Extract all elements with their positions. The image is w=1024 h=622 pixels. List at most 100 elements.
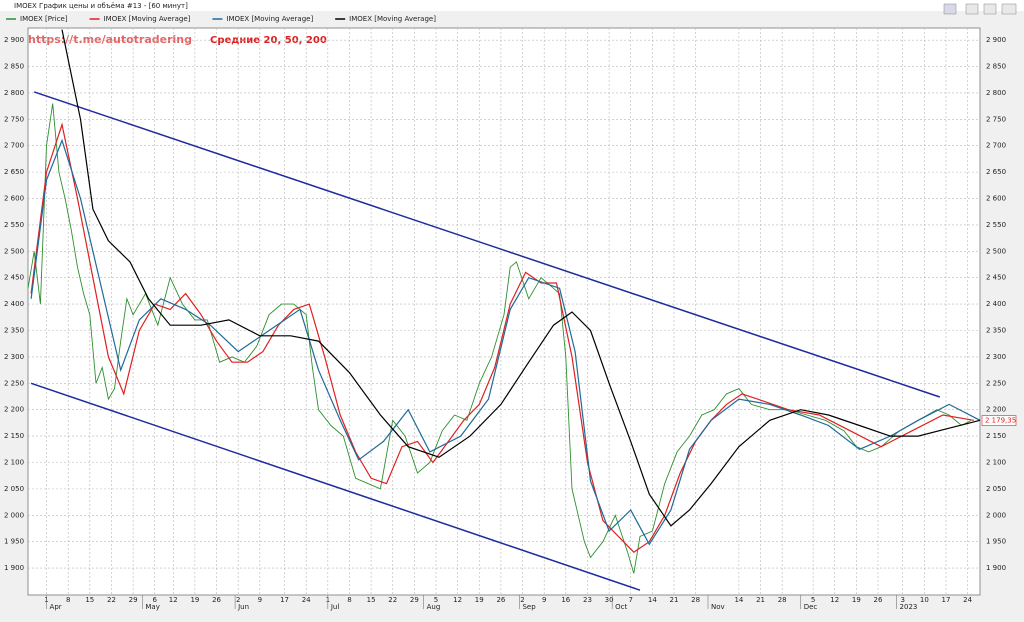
- y-tick-label-right: 2 100: [986, 458, 1006, 466]
- x-tick-label: 29: [410, 596, 419, 604]
- toolbar-button[interactable]: [943, 3, 957, 15]
- trend-line: [30, 382, 641, 591]
- y-tick-label-right: 2 250: [986, 379, 1006, 387]
- trend-line: [33, 91, 941, 398]
- y-tick-label: 2 150: [4, 432, 24, 440]
- legend-label: IMOEX [Moving Average]: [349, 15, 436, 23]
- x-tick-label: 22: [388, 596, 397, 604]
- x-tick-label: 19: [852, 596, 861, 604]
- x-tick-label: 19: [190, 596, 199, 604]
- y-tick-label-right: 2 850: [986, 63, 1006, 71]
- y-tick-label-right: 1 950: [986, 538, 1006, 546]
- y-tick-label: 2 000: [4, 511, 24, 519]
- x-tick-label: 9: [258, 596, 262, 604]
- y-tick-label-right: 2 650: [986, 168, 1006, 176]
- month-label: Nov: [711, 603, 725, 611]
- legend-label: IMOEX [Moving Average]: [226, 15, 313, 23]
- y-tick-label: 2 900: [4, 36, 24, 44]
- x-tick-label: 21: [670, 596, 679, 604]
- month-label: Sep: [522, 603, 536, 611]
- x-tick-label: 10: [920, 596, 929, 604]
- y-tick-label-right: 1 900: [986, 564, 1006, 572]
- y-tick-label: 2 500: [4, 247, 24, 255]
- y-tick-label: 2 400: [4, 300, 24, 308]
- maximize-button[interactable]: [983, 3, 997, 15]
- y-tick-label: 2 350: [4, 327, 24, 335]
- y-tick-label: 2 450: [4, 274, 24, 282]
- y-tick-label: 2 200: [4, 406, 24, 414]
- series-line: [61, 29, 981, 527]
- y-tick-label-right: 2 400: [986, 300, 1006, 308]
- y-tick-label: 2 050: [4, 485, 24, 493]
- series-line: [30, 122, 974, 553]
- x-tick-label: 26: [212, 596, 221, 604]
- x-tick-label: 2: [236, 596, 240, 604]
- x-tick-label: 2: [520, 596, 524, 604]
- x-tick-label: 5: [434, 596, 438, 604]
- x-tick-label: 8: [66, 596, 70, 604]
- x-tick-label: 24: [302, 596, 311, 604]
- minimize-button[interactable]: [965, 3, 979, 15]
- y-tick-label: 2 550: [4, 221, 24, 229]
- x-tick-label: 24: [963, 596, 972, 604]
- x-tick-label: 12: [169, 596, 178, 604]
- y-tick-label-right: 2 750: [986, 115, 1006, 123]
- legend-label: IMOEX [Price]: [20, 15, 68, 23]
- x-tick-label: 19: [475, 596, 484, 604]
- x-tick-label: 29: [129, 596, 138, 604]
- y-tick-label: 2 850: [4, 63, 24, 71]
- month-label: Jul: [330, 603, 340, 611]
- y-tick-label-right: 2 050: [986, 485, 1006, 493]
- last-price-box: [981, 415, 1017, 426]
- series-line: [27, 103, 971, 574]
- x-tick-label: 21: [756, 596, 765, 604]
- close-button[interactable]: [1001, 3, 1017, 15]
- y-tick-label-right: 2 600: [986, 195, 1006, 203]
- y-tick-label-right: 2 350: [986, 327, 1006, 335]
- month-label: Jun: [237, 603, 249, 611]
- x-tick-label: 16: [561, 596, 570, 604]
- y-tick-label-right: 2 000: [986, 511, 1006, 519]
- y-tick-label: 2 300: [4, 353, 24, 361]
- window-title: IMOEX График цены и объёма #13 - [60 мин…: [14, 2, 188, 10]
- legend-label: IMOEX [Moving Average]: [104, 15, 191, 23]
- month-label: 2023: [900, 603, 918, 611]
- x-tick-label: 15: [367, 596, 376, 604]
- y-tick-label-right: 2 200: [986, 406, 1006, 414]
- y-tick-label: 2 100: [4, 458, 24, 466]
- x-tick-label: 26: [874, 596, 883, 604]
- x-tick-label: 28: [778, 596, 787, 604]
- y-tick-label-right: 2 900: [986, 36, 1006, 44]
- month-label: Oct: [615, 603, 627, 611]
- x-tick-label: 6: [152, 596, 157, 604]
- y-tick-label: 2 650: [4, 168, 24, 176]
- y-tick-label: 2 750: [4, 115, 24, 123]
- x-tick-label: 12: [453, 596, 462, 604]
- x-tick-label: 12: [830, 596, 839, 604]
- title-bar: [0, 0, 1024, 11]
- y-tick-label-right: 2 150: [986, 432, 1006, 440]
- y-tick-label: 1 900: [4, 564, 24, 572]
- x-tick-label: 15: [85, 596, 94, 604]
- month-label: Apr: [50, 603, 62, 611]
- y-tick-label: 2 250: [4, 379, 24, 387]
- month-label: Dec: [804, 603, 818, 611]
- x-tick-label: 17: [280, 596, 289, 604]
- x-tick-label: 3: [900, 596, 904, 604]
- annotation: Средние 20, 50, 200: [210, 35, 327, 46]
- y-tick-label-right: 2 300: [986, 353, 1006, 361]
- x-tick-label: 14: [734, 596, 743, 604]
- x-tick-label: 14: [648, 596, 657, 604]
- month-label: May: [145, 603, 159, 611]
- month-label: Aug: [427, 603, 441, 611]
- x-tick-label: 8: [347, 596, 351, 604]
- y-tick-label: 1 950: [4, 538, 24, 546]
- x-tick-label: 28: [691, 596, 700, 604]
- x-tick-label: 23: [583, 596, 592, 604]
- x-tick-label: 30: [605, 596, 614, 604]
- y-tick-label-right: 2 800: [986, 89, 1006, 97]
- y-tick-label: 2 600: [4, 195, 24, 203]
- y-tick-label-right: 2 450: [986, 274, 1006, 282]
- x-tick-label: 26: [496, 596, 505, 604]
